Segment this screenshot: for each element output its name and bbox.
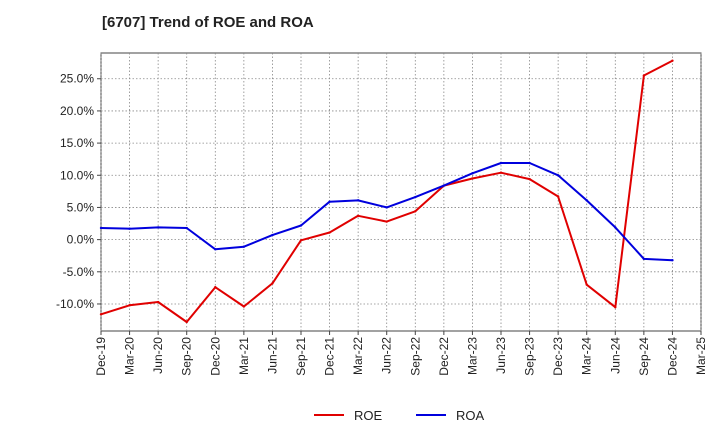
data-point-roa	[185, 226, 188, 230]
x-tick-label: Mar-22	[351, 337, 365, 375]
data-point-roa	[414, 195, 417, 199]
x-tick-label: Dec-19	[94, 337, 108, 376]
x-tick-label: Dec-23	[551, 337, 565, 376]
x-tick-label: Dec-21	[323, 337, 337, 376]
data-point-roa	[642, 257, 646, 261]
data-point-roa	[528, 161, 531, 165]
x-tick-label: Jun-20	[151, 337, 165, 374]
x-tick-label: Jun-24	[608, 337, 622, 374]
data-point-roa	[242, 245, 246, 248]
y-tick-label: 5.0%	[67, 200, 95, 214]
data-point-roa	[471, 172, 474, 175]
plot-area	[100, 52, 702, 332]
data-point-roa	[356, 199, 360, 202]
data-point-roe	[271, 282, 274, 285]
data-point-roe	[585, 283, 588, 286]
data-point-roe	[385, 220, 388, 223]
y-tick-label: 0.0%	[67, 233, 95, 247]
data-point-roe	[642, 74, 646, 77]
data-point-roa	[442, 184, 446, 187]
data-point-roe	[414, 210, 417, 213]
data-point-roa	[556, 174, 560, 177]
x-tick-label: Sep-21	[294, 337, 308, 376]
legend-label: ROA	[456, 408, 485, 423]
y-tick-label: 20.0%	[60, 104, 94, 118]
data-point-roe	[128, 304, 131, 307]
x-tick-label: Sep-22	[408, 337, 422, 376]
data-point-roa	[614, 226, 617, 229]
data-point-roa	[328, 200, 331, 203]
series-lines	[99, 59, 674, 324]
data-point-roe	[499, 171, 503, 174]
x-tick-label: Sep-20	[180, 337, 194, 376]
data-point-roe	[528, 177, 531, 181]
x-tick-label: Sep-24	[637, 337, 651, 376]
y-tick-label: 10.0%	[60, 168, 94, 182]
data-point-roa	[128, 227, 131, 230]
data-point-roe	[214, 286, 217, 289]
y-axis-ticks: -10.0% -5.0% 0.0% 5.0% 10.0% 15.0% 20.0% 25.0%	[56, 72, 101, 311]
legend-label: ROE	[354, 408, 383, 423]
y-tick-label: -10.0%	[56, 297, 94, 311]
data-point-roe	[328, 231, 331, 234]
data-point-roe	[356, 214, 360, 218]
x-tick-label: Mar-23	[465, 337, 479, 375]
x-tick-label: Mar-20	[123, 337, 137, 375]
data-point-roa	[99, 226, 103, 230]
data-point-roe	[556, 195, 560, 198]
x-tick-label: Mar-21	[237, 337, 251, 375]
data-point-roa	[385, 206, 388, 209]
x-tick-label: Dec-20	[208, 337, 222, 376]
data-point-roe	[156, 300, 160, 304]
legend-item-roe: ROE	[314, 408, 383, 423]
x-tick-label: Dec-22	[437, 337, 451, 376]
data-point-roa	[299, 224, 303, 227]
x-axis-ticks: Dec-19 Mar-20 Jun-20 Sep-20 Dec-20 Mar-21 Jun-…	[94, 331, 708, 376]
data-point-roa	[585, 199, 588, 202]
x-tick-label: Sep-23	[523, 337, 537, 376]
y-tick-label: 15.0%	[60, 136, 94, 150]
data-point-roa	[214, 248, 217, 251]
x-tick-label: Jun-21	[265, 337, 279, 374]
legend-item-roa: ROA	[416, 408, 485, 423]
data-point-roe	[471, 177, 474, 180]
x-tick-label: Jun-22	[380, 337, 394, 374]
x-tick-label: Jun-23	[494, 337, 508, 374]
data-point-roe	[614, 305, 617, 309]
x-tick-label: Mar-25	[694, 337, 708, 375]
data-point-roe	[299, 239, 303, 242]
data-point-roe	[242, 305, 246, 308]
chart-title: [6707] Trend of ROE and ROA	[102, 14, 314, 31]
data-point-roa	[671, 259, 674, 262]
y-tick-label: 25.0%	[60, 72, 94, 86]
data-point-roa	[499, 161, 503, 165]
data-point-roa	[156, 226, 160, 229]
data-point-roe	[99, 313, 103, 316]
x-tick-label: Mar-24	[580, 337, 594, 375]
data-point-roe	[671, 59, 674, 62]
y-tick-label: -5.0%	[63, 265, 95, 279]
x-tick-label: Dec-24	[665, 337, 679, 376]
data-point-roe	[185, 320, 188, 324]
legend: ROE ROA	[314, 408, 485, 423]
data-point-roa	[271, 233, 274, 237]
